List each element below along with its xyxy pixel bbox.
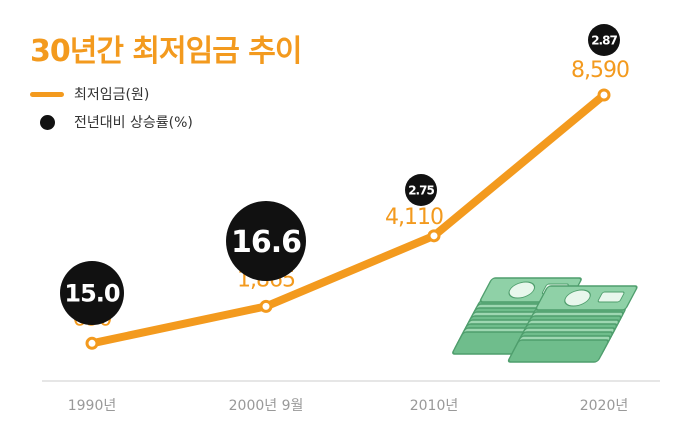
data-label-rate: 16.6 <box>231 225 301 260</box>
bill-sheet <box>507 339 609 363</box>
x-tick-label: 2010년 <box>410 398 459 414</box>
legend-line-swatch <box>30 91 64 97</box>
rate-bubble <box>60 261 124 325</box>
x-tick-label: 2000년 9월 <box>229 398 304 414</box>
x-tick-label: 1990년 <box>68 398 117 414</box>
data-label-rate: 2.75 <box>408 183 434 197</box>
rate-bubble <box>226 201 306 281</box>
rate-bubble <box>405 174 437 206</box>
data-point-wage <box>259 299 273 313</box>
legend-label-wage: 최저임금(원) <box>74 87 150 103</box>
legend-dot-swatch <box>40 114 55 130</box>
data-point-wage <box>85 336 99 350</box>
data-point-wage <box>597 88 611 102</box>
series-line-wage <box>88 91 608 348</box>
bill-emblem <box>508 281 536 299</box>
legend-label-rate: 전년대비 상승률(%) <box>74 115 193 131</box>
bill-emblem <box>564 289 591 307</box>
data-label-rate: 2.87 <box>591 33 617 47</box>
money-stack-icon <box>452 277 638 363</box>
data-label-wage: 8,590 <box>571 58 629 83</box>
bill-panel <box>597 291 625 303</box>
x-tick-label: 2020년 <box>580 398 629 414</box>
rate-bubble <box>588 24 620 56</box>
legend-item-rate: 전년대비 상승률(%) <box>30 112 193 132</box>
data-label-wage: 4,110 <box>385 205 443 230</box>
money-stack-right <box>507 285 638 363</box>
legend-item-wage: 최저임금(원) <box>30 84 149 104</box>
chart-title: 30년간 최저임금 추이 <box>30 34 302 69</box>
data-point-wage <box>427 229 441 243</box>
data-label-rate: 15.0 <box>64 280 120 308</box>
